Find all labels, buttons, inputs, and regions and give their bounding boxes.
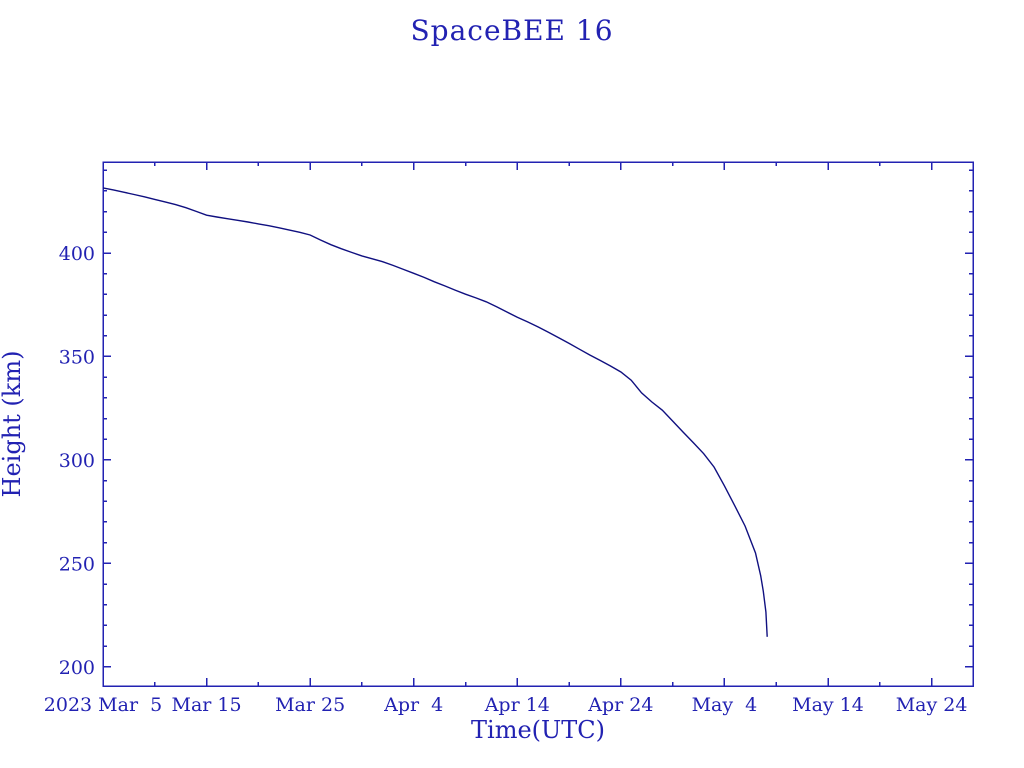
x-axis-title: Time(UTC): [471, 716, 605, 744]
x-tick-label: Mar 25: [275, 694, 345, 716]
x-tick-label: Apr 4: [383, 694, 443, 716]
y-axis-title: Height (km): [0, 351, 26, 498]
y-tick-label: 400: [59, 243, 95, 265]
x-tick-label: 2023 Mar 5: [44, 694, 162, 716]
plot-frame: [102, 161, 974, 687]
chart-title: SpaceBEE 16: [410, 14, 613, 47]
y-tick-label: 350: [59, 346, 95, 368]
y-tick-labels: 200 250 300 350 400: [59, 243, 95, 679]
y-tick-label: 200: [59, 657, 95, 679]
axis-ticks: [102, 162, 973, 686]
x-tick-labels: 2023 Mar 5 Mar 15 Mar 25 Apr 4 Apr 14 Apr 24 M…: [44, 694, 968, 716]
height-decay-curve: [102, 187, 768, 637]
x-tick-label: May 24: [896, 694, 968, 716]
y-tick-label: 250: [59, 553, 95, 575]
x-tick-label: May 4: [692, 694, 758, 716]
y-tick-label: 300: [59, 450, 95, 472]
x-tick-label: Apr 14: [484, 694, 550, 716]
x-tick-label: Apr 24: [587, 694, 653, 716]
x-tick-label: Mar 15: [172, 694, 242, 716]
x-tick-label: May 14: [792, 694, 864, 716]
